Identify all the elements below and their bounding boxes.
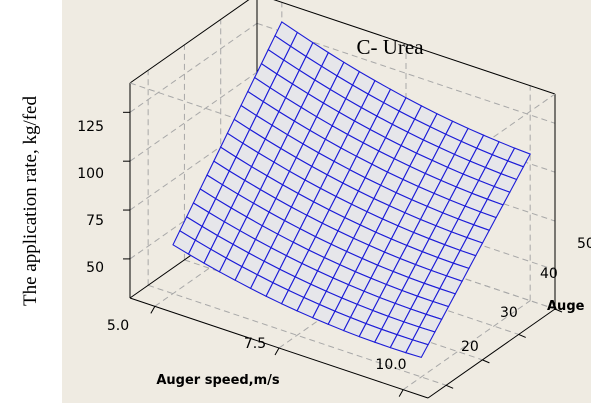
y-tick-mark-40: [518, 333, 526, 338]
back-grid-z-125: [129, 22, 258, 113]
z-tick-50: 50: [86, 260, 104, 276]
chart-title: C- Urea: [356, 35, 424, 59]
back-grid-z-50: [129, 169, 258, 260]
y-axis-label-container: The application rate, kg/fed: [0, 0, 62, 403]
x-axis-label: Auger speed,m/s: [156, 373, 280, 388]
response-surface: [172, 21, 531, 359]
x-tick-mark-7.5: [274, 347, 280, 356]
z-tick-75: 75: [86, 213, 104, 229]
floor-grid-y-20: [147, 284, 447, 386]
z-tick-125: 125: [77, 119, 104, 135]
y-tick-20: 20: [461, 339, 479, 355]
x-tick-5: 5.0: [107, 318, 129, 334]
y-tick-mark-50: [554, 308, 563, 313]
y-tick-mark-30: [482, 359, 490, 364]
y-tick-mark-20: [445, 384, 454, 389]
floor-grid-x-10: [402, 300, 531, 391]
axis-ticks: [123, 111, 563, 397]
y-tick-30: 30: [500, 305, 518, 321]
x-tick-10: 10.0: [375, 357, 406, 373]
back-grid-z-100: [129, 71, 258, 162]
x-tick-mark-5: [150, 306, 156, 314]
back-grid-z-75: [129, 120, 258, 211]
surface-cell: [405, 339, 429, 359]
depth-axis-label: Auge: [547, 299, 585, 314]
z-tick-100: 100: [77, 166, 104, 182]
floor-grid-x-7.5: [278, 258, 407, 349]
box-edge-7: [273, 0, 556, 95]
box-edge-1: [427, 308, 556, 399]
box-edge-6: [129, 0, 250, 84]
floor-grid-x-5: [154, 216, 283, 307]
y-tick-50: 50: [577, 236, 591, 252]
x-tick-mark-10: [398, 389, 404, 397]
x-tick-7.5: 7.5: [244, 336, 266, 352]
y-tick-40: 40: [540, 266, 558, 282]
